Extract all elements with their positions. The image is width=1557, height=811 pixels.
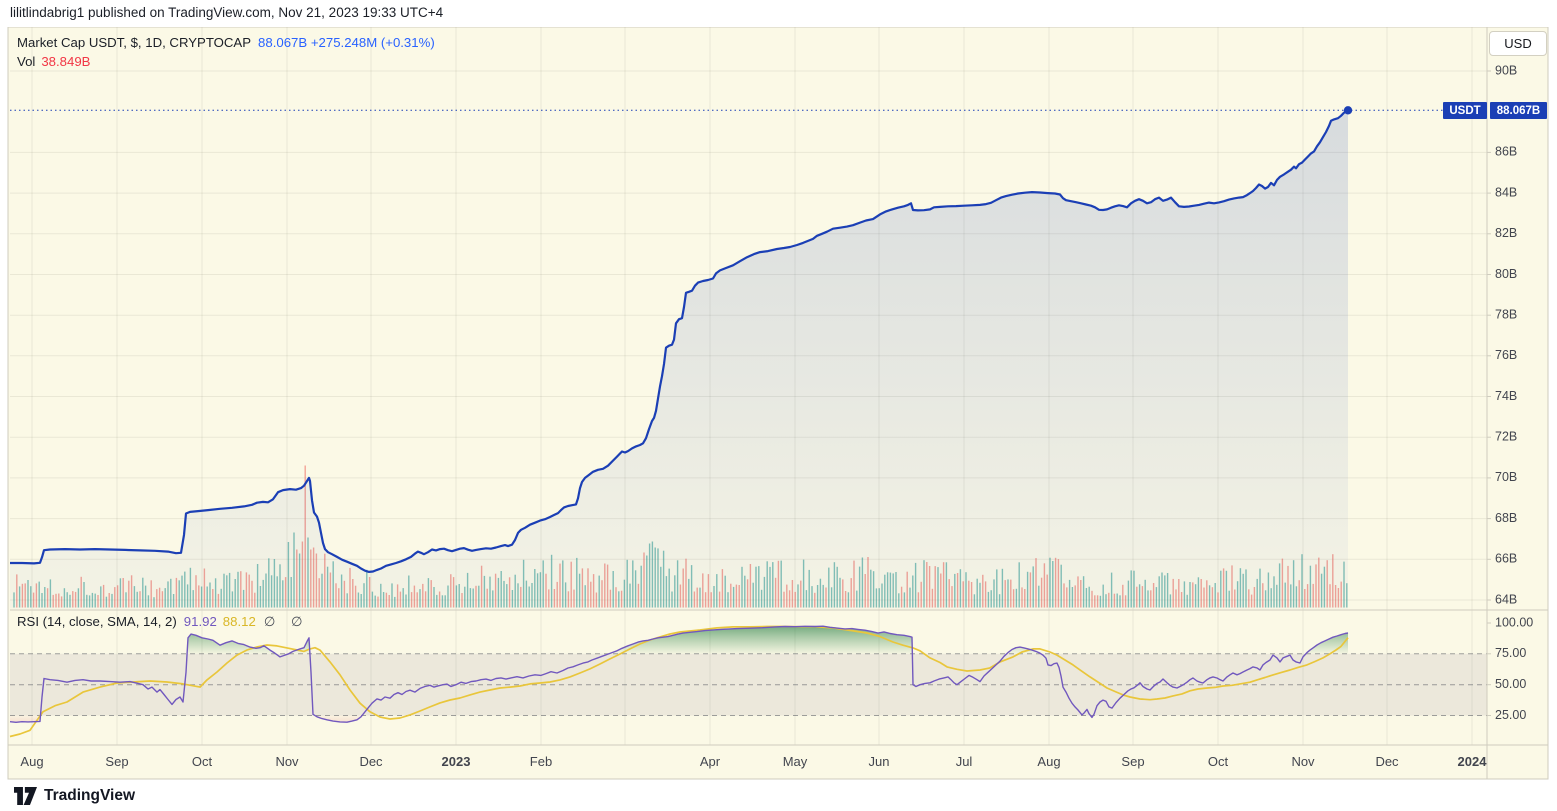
- last-price-symbol-badge: USDT: [1443, 102, 1487, 119]
- svg-text:Nov: Nov: [1291, 754, 1315, 769]
- svg-text:Aug: Aug: [1037, 754, 1060, 769]
- svg-text:2023: 2023: [442, 754, 471, 769]
- time-axis-labels: Aug Sep Oct Nov Dec 2023 Feb Apr May Jun Jul Aug Sep…: [20, 754, 1487, 769]
- rsi-extra-values: ∅ ∅: [263, 614, 309, 629]
- svg-text:90B: 90B: [1495, 63, 1517, 77]
- rsi-line: [9, 625, 1349, 723]
- svg-text:74B: 74B: [1495, 389, 1517, 403]
- svg-text:78B: 78B: [1495, 307, 1517, 321]
- svg-text:66B: 66B: [1495, 552, 1517, 566]
- tradingview-logo-icon[interactable]: [14, 786, 37, 806]
- svg-text:Aug: Aug: [20, 754, 43, 769]
- svg-text:2024: 2024: [1458, 754, 1488, 769]
- svg-text:May: May: [783, 754, 808, 769]
- marketcap-line: [10, 109, 1349, 573]
- published-header: lilitlindabrig1 published on TradingView…: [0, 0, 1557, 27]
- currency-toggle-button[interactable]: USD: [1489, 31, 1547, 56]
- currency-toggle-label: USD: [1504, 36, 1532, 51]
- rsi-title[interactable]: RSI (14, close, SMA, 14, 2): [17, 614, 177, 629]
- legend-row-symbol: Market Cap USDT, $, 1D, CRYPTOCAP 88.067B…: [17, 33, 435, 52]
- rsi-sma-line: [9, 625, 1349, 738]
- price-axis-labels: 90B 86B 84B 82B 80B 78B 76B 74B 72B 70B 68B 66B 64B: [1487, 63, 1517, 606]
- svg-text:Jul: Jul: [956, 754, 973, 769]
- published-line: lilitlindabrig1 published on TradingView…: [10, 5, 444, 20]
- svg-text:Sep: Sep: [1121, 754, 1144, 769]
- symbol-title[interactable]: Market Cap USDT, $, 1D, CRYPTOCAP: [17, 35, 252, 50]
- svg-text:75.00: 75.00: [1495, 646, 1526, 660]
- footer-brand-text[interactable]: TradingView: [44, 786, 136, 804]
- rsi-value: 91.92: [183, 614, 217, 629]
- legend-row-volume: Vol 38.849B: [17, 52, 435, 71]
- last-price-value-badge: 88.067B: [1490, 102, 1547, 119]
- svg-text:80B: 80B: [1495, 267, 1517, 281]
- svg-text:Oct: Oct: [1208, 754, 1229, 769]
- svg-text:Nov: Nov: [275, 754, 299, 769]
- svg-text:25.00: 25.00: [1495, 708, 1526, 722]
- svg-text:Jun: Jun: [869, 754, 890, 769]
- rsi-legend[interactable]: RSI (14, close, SMA, 14, 2) 91.92 88.12 ∅ ∅: [17, 614, 308, 630]
- main-series-legend[interactable]: Market Cap USDT, $, 1D, CRYPTOCAP 88.067B…: [17, 33, 435, 71]
- svg-text:70B: 70B: [1495, 470, 1517, 484]
- svg-text:Feb: Feb: [530, 754, 552, 769]
- svg-text:50.00: 50.00: [1495, 677, 1526, 691]
- svg-text:Apr: Apr: [700, 754, 721, 769]
- svg-text:Oct: Oct: [192, 754, 213, 769]
- svg-text:84B: 84B: [1495, 185, 1517, 199]
- rsi-sma-value: 88.12: [222, 614, 256, 629]
- chart-svg[interactable]: 90B 86B 84B 82B 80B 78B 76B 74B 72B 70B 68B 66B 64B 1…: [0, 27, 1557, 780]
- svg-text:72B: 72B: [1495, 429, 1517, 443]
- last-value-and-change: 88.067B +275.248M (+0.31%): [258, 35, 435, 50]
- svg-text:100.00: 100.00: [1495, 615, 1533, 629]
- footer-bar: TradingView: [0, 780, 1557, 811]
- vol-label[interactable]: Vol: [17, 54, 36, 69]
- marketcap-area-fill: [10, 110, 1348, 609]
- last-price-dot: [1343, 106, 1353, 115]
- svg-text:68B: 68B: [1495, 511, 1517, 525]
- last-price-label: USDT 88.067B: [1443, 102, 1547, 119]
- vol-value: 38.849B: [41, 54, 91, 69]
- svg-text:76B: 76B: [1495, 348, 1517, 362]
- svg-text:Dec: Dec: [359, 754, 383, 769]
- svg-text:82B: 82B: [1495, 226, 1517, 240]
- rsi-axis-labels: 100.00 75.00 50.00 25.00: [1487, 615, 1533, 722]
- svg-text:Sep: Sep: [105, 754, 128, 769]
- svg-text:86B: 86B: [1495, 145, 1517, 159]
- svg-text:Dec: Dec: [1375, 754, 1399, 769]
- svg-text:64B: 64B: [1495, 592, 1517, 606]
- rsi-overbought-fill: [10, 626, 1348, 654]
